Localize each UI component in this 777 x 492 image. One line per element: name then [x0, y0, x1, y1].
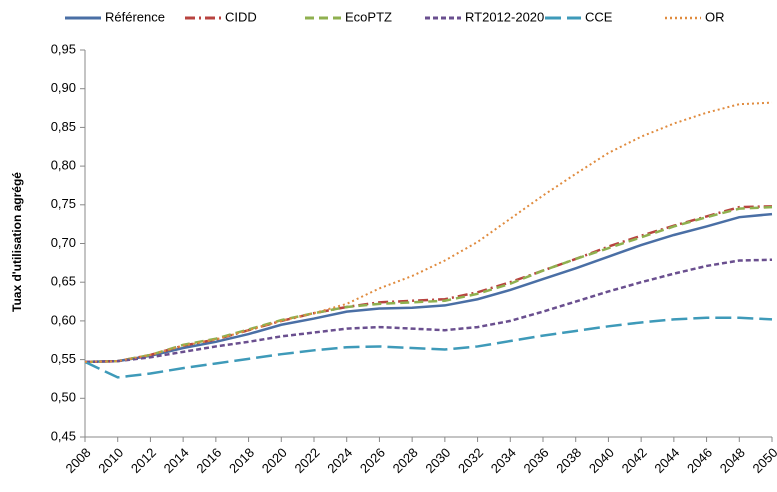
- legend-label: OR: [705, 9, 725, 24]
- x-tick-label: 2042: [619, 445, 650, 476]
- y-tick-label: 0,70: [51, 235, 76, 250]
- x-tick-label: 2032: [455, 445, 486, 476]
- series-line: [84, 258, 773, 364]
- series-line: [84, 101, 773, 363]
- legend-label: Référence: [105, 9, 165, 24]
- y-tick-label: 0,65: [51, 274, 76, 289]
- x-tick-label: 2020: [259, 445, 290, 476]
- x-tick-label: 2022: [291, 445, 322, 476]
- y-tick-label: 0,60: [51, 312, 76, 327]
- y-tick-label: 0,75: [51, 196, 76, 211]
- y-tick-label: 0,45: [51, 428, 76, 443]
- y-tick-label: 0,80: [51, 158, 76, 173]
- legend-label: CIDD: [225, 9, 257, 24]
- y-tick-label: 0,95: [51, 41, 76, 56]
- series-line: [84, 205, 773, 364]
- x-tick-label: 2044: [651, 445, 682, 476]
- x-tick-label: 2028: [390, 445, 421, 476]
- x-tick-label: 2046: [684, 445, 715, 476]
- series-line: [84, 212, 773, 364]
- legend-label: RT2012-2020: [465, 9, 544, 24]
- y-axis-label: Tuax d'utilisation agrégé: [10, 172, 24, 312]
- x-tick-label: 2038: [553, 445, 584, 476]
- x-tick-label: 2008: [62, 445, 93, 476]
- x-tick-label: 2050: [749, 445, 777, 476]
- x-tick-label: 2034: [488, 445, 519, 476]
- x-tick-label: 2016: [193, 445, 224, 476]
- x-tick-label: 2014: [161, 445, 192, 476]
- x-tick-label: 2030: [422, 445, 453, 476]
- y-tick-label: 0,90: [51, 80, 76, 95]
- x-tick-label: 2012: [128, 445, 159, 476]
- x-tick-label: 2018: [226, 445, 257, 476]
- x-tick-label: 2036: [520, 445, 551, 476]
- y-tick-label: 0,85: [51, 119, 76, 134]
- x-tick-label: 2024: [324, 445, 355, 476]
- x-tick-label: 2010: [95, 445, 126, 476]
- legend-label: CCE: [585, 9, 613, 24]
- x-tick-label: 2026: [357, 445, 388, 476]
- series-line: [84, 316, 773, 379]
- y-tick-label: 0,50: [51, 390, 76, 405]
- legend-label: EcoPTZ: [345, 9, 392, 24]
- x-tick-label: 2048: [717, 445, 748, 476]
- series-line: [84, 205, 773, 364]
- y-tick-label: 0,55: [51, 351, 76, 366]
- x-tick-label: 2040: [586, 445, 617, 476]
